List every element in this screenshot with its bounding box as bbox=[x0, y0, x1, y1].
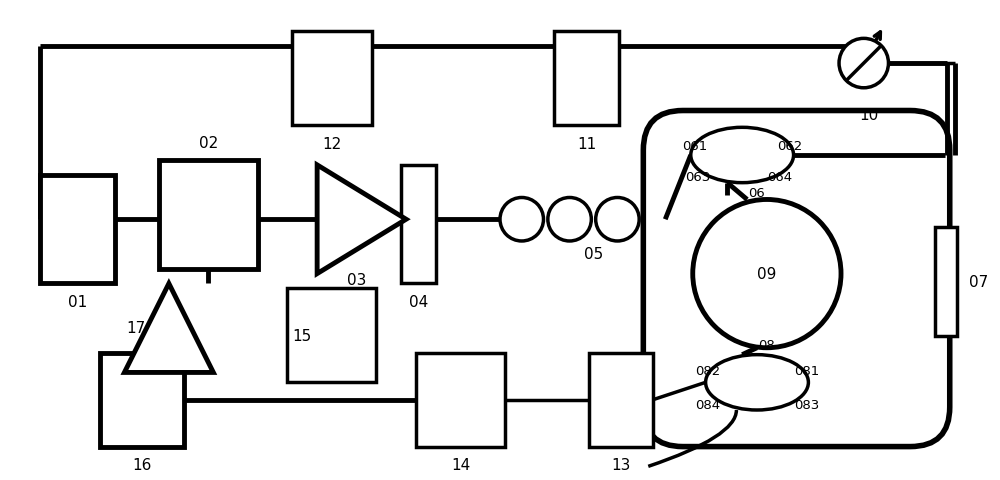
Bar bbox=[40, 175, 115, 284]
Text: 03: 03 bbox=[347, 272, 367, 287]
Polygon shape bbox=[124, 284, 213, 372]
Circle shape bbox=[596, 198, 639, 241]
Bar bbox=[416, 353, 505, 447]
Bar bbox=[401, 166, 436, 284]
Text: 081: 081 bbox=[794, 364, 819, 377]
Text: 082: 082 bbox=[695, 364, 720, 377]
Text: 07: 07 bbox=[969, 275, 988, 289]
Circle shape bbox=[839, 39, 888, 89]
Text: 01: 01 bbox=[68, 294, 87, 309]
Text: 062: 062 bbox=[777, 139, 802, 152]
Bar bbox=[159, 161, 258, 269]
Bar bbox=[100, 353, 184, 447]
Bar bbox=[292, 32, 372, 126]
Circle shape bbox=[500, 198, 543, 241]
Bar bbox=[287, 289, 376, 383]
Text: 14: 14 bbox=[451, 457, 470, 472]
Text: 061: 061 bbox=[682, 139, 707, 152]
Text: 11: 11 bbox=[577, 136, 596, 151]
Text: 084: 084 bbox=[695, 398, 720, 411]
Text: 06: 06 bbox=[749, 187, 765, 200]
Bar bbox=[589, 353, 653, 447]
Text: 10: 10 bbox=[859, 108, 878, 123]
Text: 08: 08 bbox=[759, 338, 775, 351]
Text: 02: 02 bbox=[199, 135, 218, 150]
Polygon shape bbox=[317, 166, 406, 274]
Text: 17: 17 bbox=[127, 321, 146, 336]
Circle shape bbox=[548, 198, 591, 241]
Ellipse shape bbox=[691, 128, 794, 183]
Text: 05: 05 bbox=[584, 247, 603, 262]
Bar bbox=[554, 32, 619, 126]
Text: 15: 15 bbox=[293, 328, 312, 343]
Text: 09: 09 bbox=[757, 266, 777, 281]
Bar bbox=[935, 228, 957, 336]
Text: 063: 063 bbox=[685, 171, 710, 184]
Text: 064: 064 bbox=[767, 171, 792, 184]
Text: 12: 12 bbox=[322, 136, 342, 151]
Ellipse shape bbox=[706, 355, 808, 410]
Text: 16: 16 bbox=[132, 457, 151, 472]
Text: 04: 04 bbox=[409, 294, 428, 309]
Text: 083: 083 bbox=[794, 398, 819, 411]
Text: 13: 13 bbox=[611, 457, 631, 472]
